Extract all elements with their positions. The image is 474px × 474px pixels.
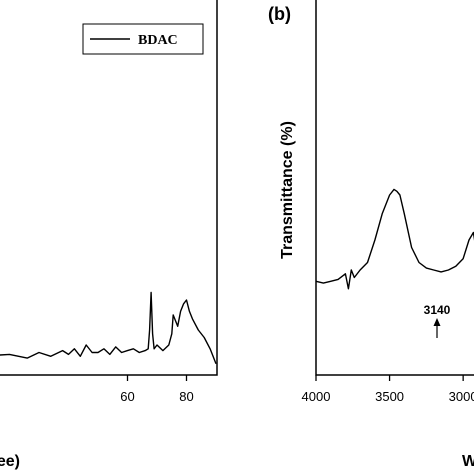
panel-a-plot-frame — [0, 0, 218, 376]
panel-a-legend: BDAC — [82, 23, 204, 55]
panel-b-plot-frame — [315, 0, 474, 376]
panel-a-series-group — [0, 291, 217, 365]
panel-b-series-line — [315, 188, 474, 290]
panel-b-series-group — [315, 188, 474, 290]
panel-a-x-tick-label-80: 80 — [179, 389, 193, 404]
panel-b: (b) 4000 3500 3000 Transmittance (%) W 314… — [268, 0, 474, 470]
panel-b-x-axis-title-fragment: W — [462, 453, 474, 470]
legend-label-bdac: BDAC — [138, 33, 178, 48]
annotation-label-3140: 3140 — [424, 303, 451, 317]
panel-b-x-tick-label-4000: 4000 — [302, 389, 331, 404]
panel-b-annotation-3140: 3140 — [424, 303, 451, 338]
panel-b-x-ticks: 4000 3500 3000 — [302, 375, 474, 404]
panel-a-x-tick-label-60: 60 — [120, 389, 134, 404]
panel-b-label: (b) — [268, 4, 291, 24]
panel-a-series-line-bdac — [0, 291, 217, 365]
panel-a: 60 80 gree) BDAC — [0, 0, 218, 470]
annotation-arrow-head — [433, 318, 441, 326]
panel-a-x-ticks: 60 80 — [120, 375, 194, 404]
panel-b-x-tick-label-3500: 3500 — [375, 389, 404, 404]
panel-a-x-axis-title: gree) — [0, 453, 20, 470]
panel-b-y-axis-title: Transmittance (%) — [279, 121, 296, 259]
panel-b-x-tick-label-3000: 3000 — [449, 389, 474, 404]
